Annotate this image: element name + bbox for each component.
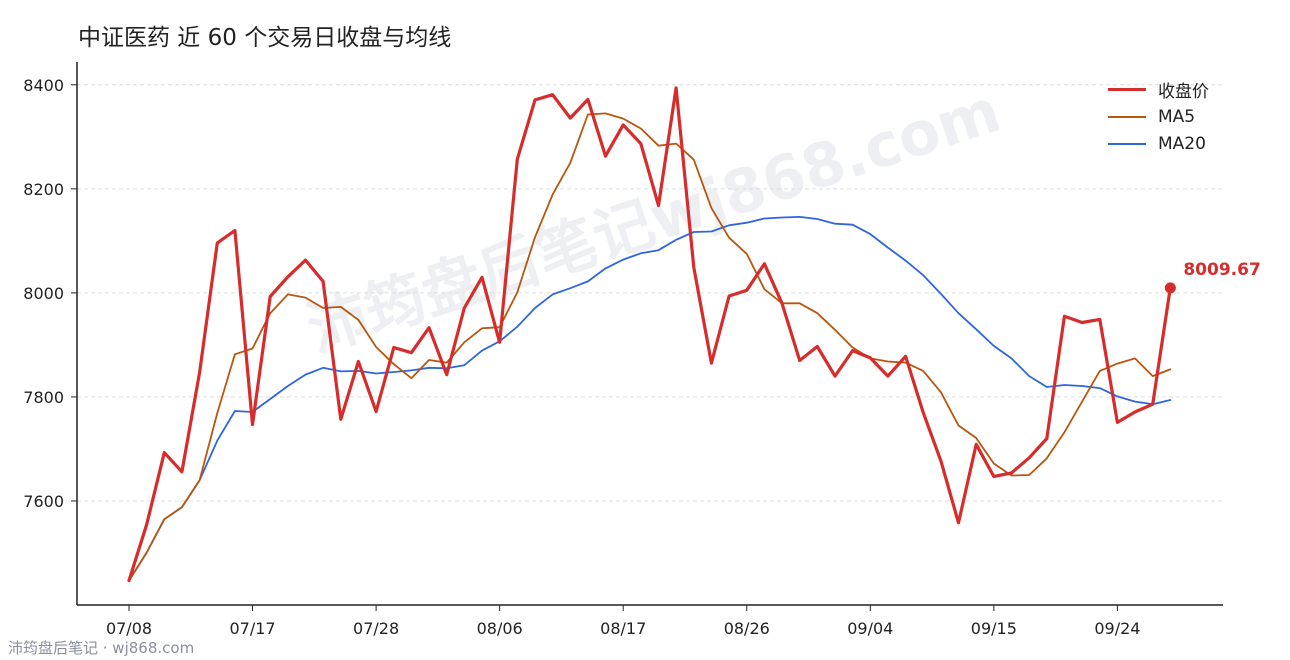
legend-swatch-ma20 bbox=[1108, 142, 1146, 145]
y-tick-label: 8000 bbox=[23, 284, 64, 303]
last-point: 8009.67 bbox=[1164, 260, 1261, 294]
x-tick-label: 09/04 bbox=[847, 619, 893, 638]
y-tick-label: 7600 bbox=[23, 492, 64, 511]
series-ma20-line bbox=[128, 215, 1172, 582]
x-tick-label: 09/15 bbox=[971, 619, 1017, 638]
x-tick-label: 08/06 bbox=[477, 619, 523, 638]
x-tick-label: 07/17 bbox=[229, 619, 275, 638]
last-close-point bbox=[1164, 282, 1176, 294]
x-tick-label: 08/26 bbox=[724, 619, 770, 638]
series-close-line bbox=[127, 86, 1172, 583]
legend-swatch-ma5 bbox=[1108, 115, 1146, 118]
legend-item-ma5: MA5 bbox=[1108, 103, 1209, 130]
legend-label-ma5: MA5 bbox=[1158, 106, 1196, 127]
grid-lines bbox=[77, 84, 1223, 502]
legend-item-ma20: MA20 bbox=[1108, 130, 1209, 157]
series bbox=[127, 86, 1172, 583]
ticks: 7600 7800 8000 8200 8400 07/08 07/17 07/28 08/06… bbox=[23, 76, 1140, 638]
last-close-label: 8009.67 bbox=[1183, 260, 1260, 280]
x-tick-label: 07/28 bbox=[353, 619, 399, 638]
legend: 收盘价 MA5 MA20 bbox=[1108, 76, 1209, 157]
axes bbox=[76, 62, 1223, 606]
x-tick-label: 07/08 bbox=[106, 619, 152, 638]
y-tick-label: 7800 bbox=[23, 388, 64, 407]
x-tick-label: 08/17 bbox=[600, 619, 646, 638]
legend-label-ma20: MA20 bbox=[1158, 133, 1206, 154]
watermark-text: 沛筠盘后笔记wj868.com bbox=[299, 76, 1009, 366]
y-tick-label: 8400 bbox=[23, 76, 64, 95]
legend-swatch-close bbox=[1108, 88, 1146, 91]
series-ma5-line bbox=[128, 112, 1172, 582]
watermark: 沛筠盘后笔记wj868.com bbox=[299, 76, 1009, 366]
chart-title: 中证医药 近 60 个交易日收盘与均线 bbox=[78, 25, 452, 51]
legend-label-close: 收盘价 bbox=[1158, 82, 1209, 102]
y-tick-label: 8200 bbox=[23, 180, 64, 199]
footer-credit: 沛筠盘后笔记 · wj868.com bbox=[8, 639, 195, 657]
legend-item-close: 收盘价 bbox=[1108, 76, 1209, 103]
x-tick-label: 09/24 bbox=[1094, 619, 1140, 638]
